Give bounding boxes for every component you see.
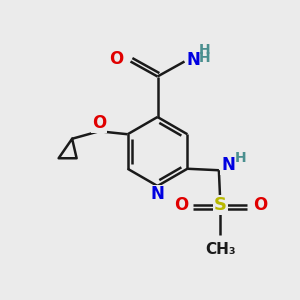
- Text: N: N: [221, 156, 235, 174]
- Text: O: O: [174, 196, 188, 214]
- Text: S: S: [214, 196, 227, 214]
- Text: N: N: [186, 51, 200, 69]
- Text: O: O: [92, 114, 106, 132]
- Text: H: H: [199, 43, 211, 57]
- Text: N: N: [151, 185, 164, 203]
- Text: O: O: [253, 196, 267, 214]
- Text: O: O: [109, 50, 123, 68]
- Text: CH₃: CH₃: [205, 242, 236, 257]
- Text: H: H: [235, 151, 246, 165]
- Text: H: H: [199, 51, 211, 65]
